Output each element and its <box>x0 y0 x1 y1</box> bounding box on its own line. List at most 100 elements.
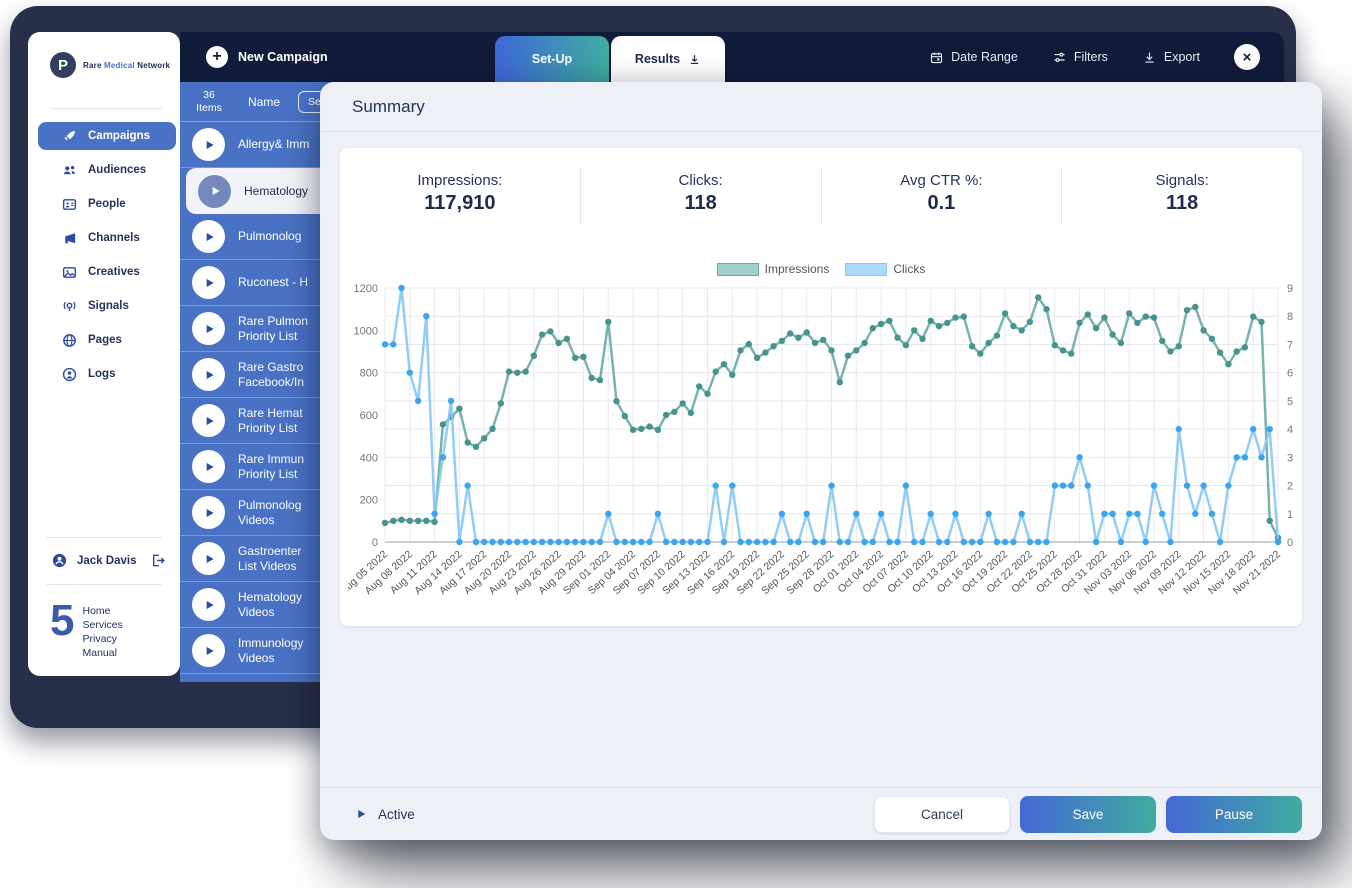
play-button[interactable] <box>192 358 225 391</box>
logout-icon[interactable] <box>148 552 166 570</box>
chart-area: Impressions Clicks Aug 05 2022 Aug 08 2022… <box>348 260 1294 620</box>
chart-legend: Impressions Clicks <box>348 260 1294 278</box>
svg-text:0: 0 <box>372 537 378 549</box>
export-download-icon <box>1145 52 1154 63</box>
footer-link-manual[interactable]: Manual <box>82 646 117 659</box>
close-icon[interactable]: × <box>1234 44 1260 70</box>
signal-bulb-icon <box>60 297 78 315</box>
svg-text:400: 400 <box>360 452 378 464</box>
date-range-label: Date Range <box>951 50 1018 64</box>
user-row[interactable]: Jack Davis <box>28 546 180 576</box>
tab-set-up-label: Set-Up <box>531 52 573 66</box>
sidebar-item-campaigns[interactable]: Campaigns <box>38 122 176 150</box>
name-column-header: Name <box>248 94 281 109</box>
svg-text:9: 9 <box>1287 283 1293 295</box>
tabs: Set-Up Results <box>495 36 725 82</box>
modal-footer: Active Cancel Save Pause <box>320 787 1322 840</box>
play-button[interactable] <box>192 312 225 345</box>
campaign-row[interactable]: Rare Hemat Priority List <box>180 398 460 444</box>
new-campaign-button[interactable]: + New Campaign <box>206 46 328 68</box>
stat-label: Signals: <box>1155 172 1209 189</box>
campaign-name: Rare Gastro Facebook/In <box>238 360 305 389</box>
export-button[interactable]: Export <box>1142 50 1200 65</box>
play-button[interactable] <box>198 174 231 208</box>
play-button[interactable] <box>192 220 225 253</box>
play-button[interactable] <box>192 634 225 667</box>
calendar-icon <box>931 52 943 63</box>
sidebar-item-signals[interactable]: Signals <box>38 292 176 320</box>
stat-value: 118 <box>1165 192 1199 214</box>
tab-results[interactable]: Results <box>611 36 725 82</box>
play-button[interactable] <box>192 128 225 161</box>
sidebar-item-audiences[interactable]: Audiences <box>38 156 176 184</box>
campaign-row[interactable]: Pulmonolog Videos <box>180 490 460 536</box>
sidebar-item-label: Pages <box>88 334 122 346</box>
rocket-icon <box>60 127 78 145</box>
play-button[interactable] <box>192 404 225 437</box>
filters-label: Filters <box>1073 50 1108 64</box>
date-range-button[interactable]: Date Range <box>929 50 1018 65</box>
sidebar-footer: Jack Davis 5 Home Services Privacy Manual <box>28 529 180 663</box>
legend-item-impressions[interactable]: Impressions <box>716 262 829 276</box>
legend-item-clicks[interactable]: Clicks <box>845 262 925 276</box>
svg-text:800: 800 <box>360 368 378 380</box>
legend-swatch <box>845 262 888 276</box>
campaign-status: Active <box>354 807 415 822</box>
footer-link-services[interactable]: Services <box>82 618 123 631</box>
stat-signals: Signals: 118 <box>1061 168 1302 225</box>
new-campaign-label: New Campaign <box>238 50 328 64</box>
sidebar-item-label: Creatives <box>88 266 140 278</box>
play-button[interactable] <box>192 496 225 529</box>
campaign-row[interactable]: Gastroenter List Videos <box>180 536 460 582</box>
svg-text:4: 4 <box>1287 424 1293 436</box>
image-icon <box>60 263 78 281</box>
sidebar-item-label: People <box>88 198 126 210</box>
sidebar-item-label: Audiences <box>88 164 147 176</box>
globe-icon <box>60 331 78 349</box>
svg-text:3: 3 <box>1287 452 1293 464</box>
save-button[interactable]: Save <box>1020 795 1156 833</box>
svg-text:1000: 1000 <box>354 325 378 337</box>
items-count-label: Items <box>196 101 222 114</box>
status-label: Active <box>378 806 415 822</box>
sidebar-item-label: Signals <box>88 300 129 312</box>
tab-set-up[interactable]: Set-Up <box>495 36 609 82</box>
cancel-button[interactable]: Cancel <box>874 795 1010 833</box>
play-button[interactable] <box>192 266 225 299</box>
svg-text:1: 1 <box>1287 509 1293 521</box>
sidebar-menu: Campaigns Audiences People Channels Creative… <box>28 119 180 391</box>
user-name: Jack Davis <box>77 554 137 567</box>
people-card-icon <box>60 195 78 213</box>
sidebar-item-pages[interactable]: Pages <box>38 326 176 354</box>
footer-link-privacy[interactable]: Privacy <box>82 632 117 645</box>
campaign-name: Hematology Videos <box>238 590 303 619</box>
legend-label: Clicks <box>893 262 926 276</box>
campaign-name: Rare Immun Priority List <box>238 452 305 481</box>
sidebar-item-channels[interactable]: Channels <box>38 224 176 252</box>
pause-button[interactable]: Pause <box>1166 795 1302 833</box>
filters-button[interactable]: Filters <box>1052 50 1108 65</box>
stat-value: 117,910 <box>424 192 496 214</box>
filters-icon <box>1054 52 1065 62</box>
stat-impressions: Impressions: 117,910 <box>340 168 580 225</box>
play-icon <box>358 809 366 819</box>
brand-part3: Network <box>137 60 171 70</box>
campaign-name: Hematology <box>244 183 309 198</box>
sidebar-item-creatives[interactable]: Creatives <box>38 258 176 286</box>
svg-text:8: 8 <box>1287 311 1293 323</box>
svg-text:7: 7 <box>1287 339 1293 351</box>
campaign-name: Rare Pulmon Priority List <box>238 314 309 343</box>
sidebar-item-people[interactable]: People <box>38 190 176 218</box>
play-button[interactable] <box>192 542 225 575</box>
divider <box>46 583 162 585</box>
stat-value: 0.1 <box>927 192 956 214</box>
sidebar-item-logs[interactable]: Logs <box>38 360 176 388</box>
campaign-name: Gastroenter List Videos <box>238 544 302 573</box>
play-button[interactable] <box>192 450 225 483</box>
campaign-name: Allergy& Imm <box>238 137 310 152</box>
play-button[interactable] <box>192 588 225 621</box>
footer-link-home[interactable]: Home <box>82 604 111 617</box>
campaign-name: Ruconest - H <box>238 275 309 290</box>
